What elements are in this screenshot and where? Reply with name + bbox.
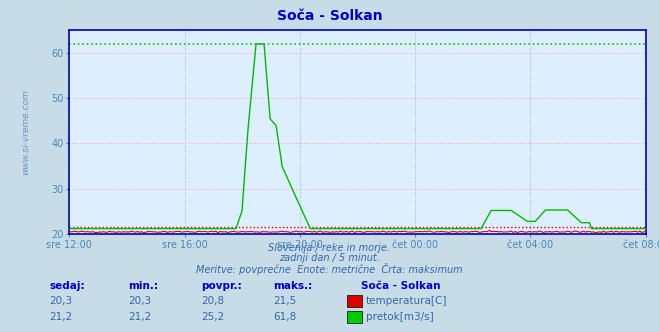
Text: Meritve: povprečne  Enote: metrične  Črta: maksimum: Meritve: povprečne Enote: metrične Črta:…: [196, 263, 463, 275]
Text: 20,3: 20,3: [49, 296, 72, 306]
Text: 20,8: 20,8: [201, 296, 224, 306]
Text: 21,2: 21,2: [49, 312, 72, 322]
Text: temperatura[C]: temperatura[C]: [366, 296, 447, 306]
Text: 20,3: 20,3: [129, 296, 152, 306]
Text: Soča - Solkan: Soča - Solkan: [277, 9, 382, 23]
Text: 25,2: 25,2: [201, 312, 224, 322]
Text: zadnji dan / 5 minut.: zadnji dan / 5 minut.: [279, 253, 380, 263]
Text: 61,8: 61,8: [273, 312, 297, 322]
Text: pretok[m3/s]: pretok[m3/s]: [366, 312, 434, 322]
Text: 21,2: 21,2: [129, 312, 152, 322]
Text: min.:: min.:: [129, 281, 159, 290]
Text: maks.:: maks.:: [273, 281, 313, 290]
Text: Slovenija / reke in morje.: Slovenija / reke in morje.: [268, 243, 391, 253]
Text: povpr.:: povpr.:: [201, 281, 242, 290]
Text: sedaj:: sedaj:: [49, 281, 85, 290]
Text: 21,5: 21,5: [273, 296, 297, 306]
Text: www.si-vreme.com: www.si-vreme.com: [22, 89, 30, 175]
Text: Soča - Solkan: Soča - Solkan: [361, 281, 441, 290]
